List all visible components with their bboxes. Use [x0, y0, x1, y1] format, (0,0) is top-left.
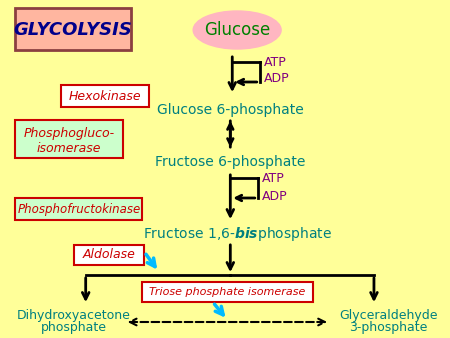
Text: Hexokinase: Hexokinase: [69, 91, 142, 103]
Text: ADP: ADP: [264, 72, 289, 86]
Text: Phosphofructokinase: Phosphofructokinase: [17, 203, 140, 217]
Ellipse shape: [193, 11, 281, 49]
Text: ADP: ADP: [261, 190, 287, 202]
Text: Glucose 6-phosphate: Glucose 6-phosphate: [157, 103, 304, 117]
Text: phosphate: phosphate: [41, 321, 107, 335]
Text: 3-phosphate: 3-phosphate: [350, 321, 428, 335]
Text: ATP: ATP: [261, 171, 284, 185]
Text: Dihydroxyacetone: Dihydroxyacetone: [17, 310, 131, 322]
FancyBboxPatch shape: [15, 8, 130, 50]
FancyBboxPatch shape: [61, 85, 149, 107]
FancyBboxPatch shape: [15, 198, 142, 220]
Text: ATP: ATP: [264, 55, 286, 69]
Text: Fructose 6-phosphate: Fructose 6-phosphate: [155, 155, 306, 169]
Text: Glyceraldehyde: Glyceraldehyde: [339, 310, 438, 322]
Text: isomerase: isomerase: [37, 142, 101, 154]
Text: Glucose: Glucose: [204, 21, 270, 39]
Text: Triose phosphate isomerase: Triose phosphate isomerase: [149, 287, 306, 297]
FancyBboxPatch shape: [142, 282, 313, 302]
Text: Phosphogluco-: Phosphogluco-: [23, 126, 115, 140]
Text: Fructose 1,6-$\bfit{bis}$phosphate: Fructose 1,6-$\bfit{bis}$phosphate: [143, 225, 332, 243]
Text: Aldolase: Aldolase: [83, 248, 135, 262]
FancyBboxPatch shape: [74, 245, 144, 265]
FancyBboxPatch shape: [15, 120, 123, 158]
Text: GLYCOLYSIS: GLYCOLYSIS: [14, 21, 132, 39]
